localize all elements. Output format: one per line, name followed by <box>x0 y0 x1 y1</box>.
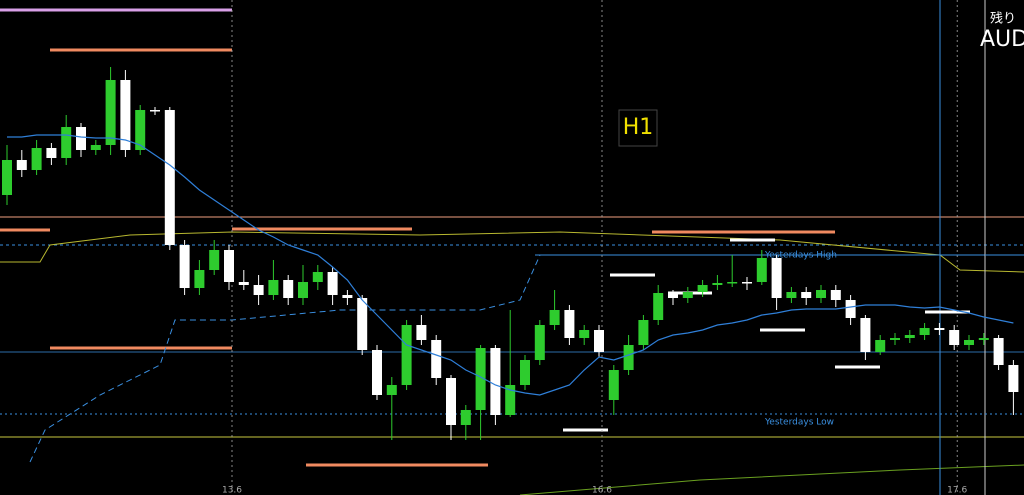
candle-body <box>46 148 57 158</box>
candle-body <box>993 338 1004 365</box>
candle-body <box>283 280 294 298</box>
candle-body <box>771 258 782 298</box>
candle-body <box>549 310 560 325</box>
candle-body <box>179 245 190 288</box>
candle-body <box>534 325 545 360</box>
level-label: Yesterdays High <box>764 251 837 261</box>
timeframe-label: H1 <box>623 115 654 140</box>
candle-body <box>90 145 101 150</box>
candle-body <box>31 148 42 170</box>
candle-body <box>312 272 323 282</box>
candle-body <box>416 325 427 340</box>
x-tick-label: 13.6 <box>222 486 242 495</box>
candle-body <box>298 282 308 298</box>
candle-body <box>446 378 456 425</box>
candle-body <box>209 250 220 270</box>
candle-body <box>978 338 989 340</box>
x-tick-label: 16.6 <box>592 486 612 495</box>
candle-body <box>2 160 12 195</box>
level-label: Yesterdays Low <box>764 418 834 428</box>
candle-body <box>505 385 516 415</box>
candle-body <box>949 330 960 345</box>
envelope-line <box>0 231 1024 273</box>
candle-body <box>623 345 634 370</box>
symbol-label: AUD <box>980 27 1024 52</box>
candle-body <box>475 348 486 410</box>
candle-body <box>327 272 338 295</box>
candle-body <box>372 350 382 395</box>
candle-body <box>742 282 752 284</box>
candle-body <box>594 330 604 352</box>
candle-body <box>16 160 27 170</box>
candle-body <box>668 293 678 298</box>
candle-body <box>1008 365 1019 392</box>
candle-body <box>756 258 767 282</box>
candle-body <box>890 338 900 340</box>
candle-body <box>253 285 264 295</box>
candle-body <box>135 110 146 150</box>
candle-body <box>386 385 397 395</box>
candle-body <box>120 80 131 150</box>
candle-body <box>238 282 249 285</box>
candle-body <box>860 318 871 352</box>
candle-body <box>105 80 116 145</box>
envelope-line <box>519 464 1024 495</box>
candle-body <box>460 410 471 425</box>
candle-body <box>638 320 649 345</box>
candle-body <box>61 127 72 158</box>
candle-body <box>579 330 590 338</box>
candle-body <box>150 110 160 112</box>
candle-body <box>224 250 234 282</box>
candle-body <box>520 360 530 385</box>
candle-body <box>919 328 930 335</box>
candle-body <box>401 325 412 385</box>
candle-body <box>342 295 353 298</box>
candle-body <box>712 283 723 285</box>
candle-body <box>727 282 738 284</box>
candle-body <box>845 300 856 318</box>
candle-body <box>830 290 841 300</box>
candle-body <box>816 290 826 298</box>
remaining-label: 残り <box>990 12 1016 27</box>
candle-body <box>875 340 886 352</box>
candle-body <box>801 292 812 298</box>
candle-body <box>934 328 945 330</box>
candle-body <box>76 127 86 150</box>
candle-body <box>964 340 974 345</box>
candle-body <box>564 310 575 338</box>
candle-body <box>682 292 693 298</box>
candle-body <box>357 298 368 350</box>
moving-average <box>7 134 1014 396</box>
candle-body <box>904 335 915 338</box>
timeframe-box <box>618 109 658 147</box>
candle-body <box>490 348 501 415</box>
candle-body <box>268 280 279 295</box>
candle-body <box>164 110 175 245</box>
x-tick-label: 17.6 <box>947 486 967 495</box>
candle-body <box>653 293 664 320</box>
candle-body <box>697 285 708 292</box>
candle-body <box>608 370 619 400</box>
candle-body <box>431 340 442 378</box>
candle-body <box>194 270 205 288</box>
candle-body <box>786 292 797 298</box>
